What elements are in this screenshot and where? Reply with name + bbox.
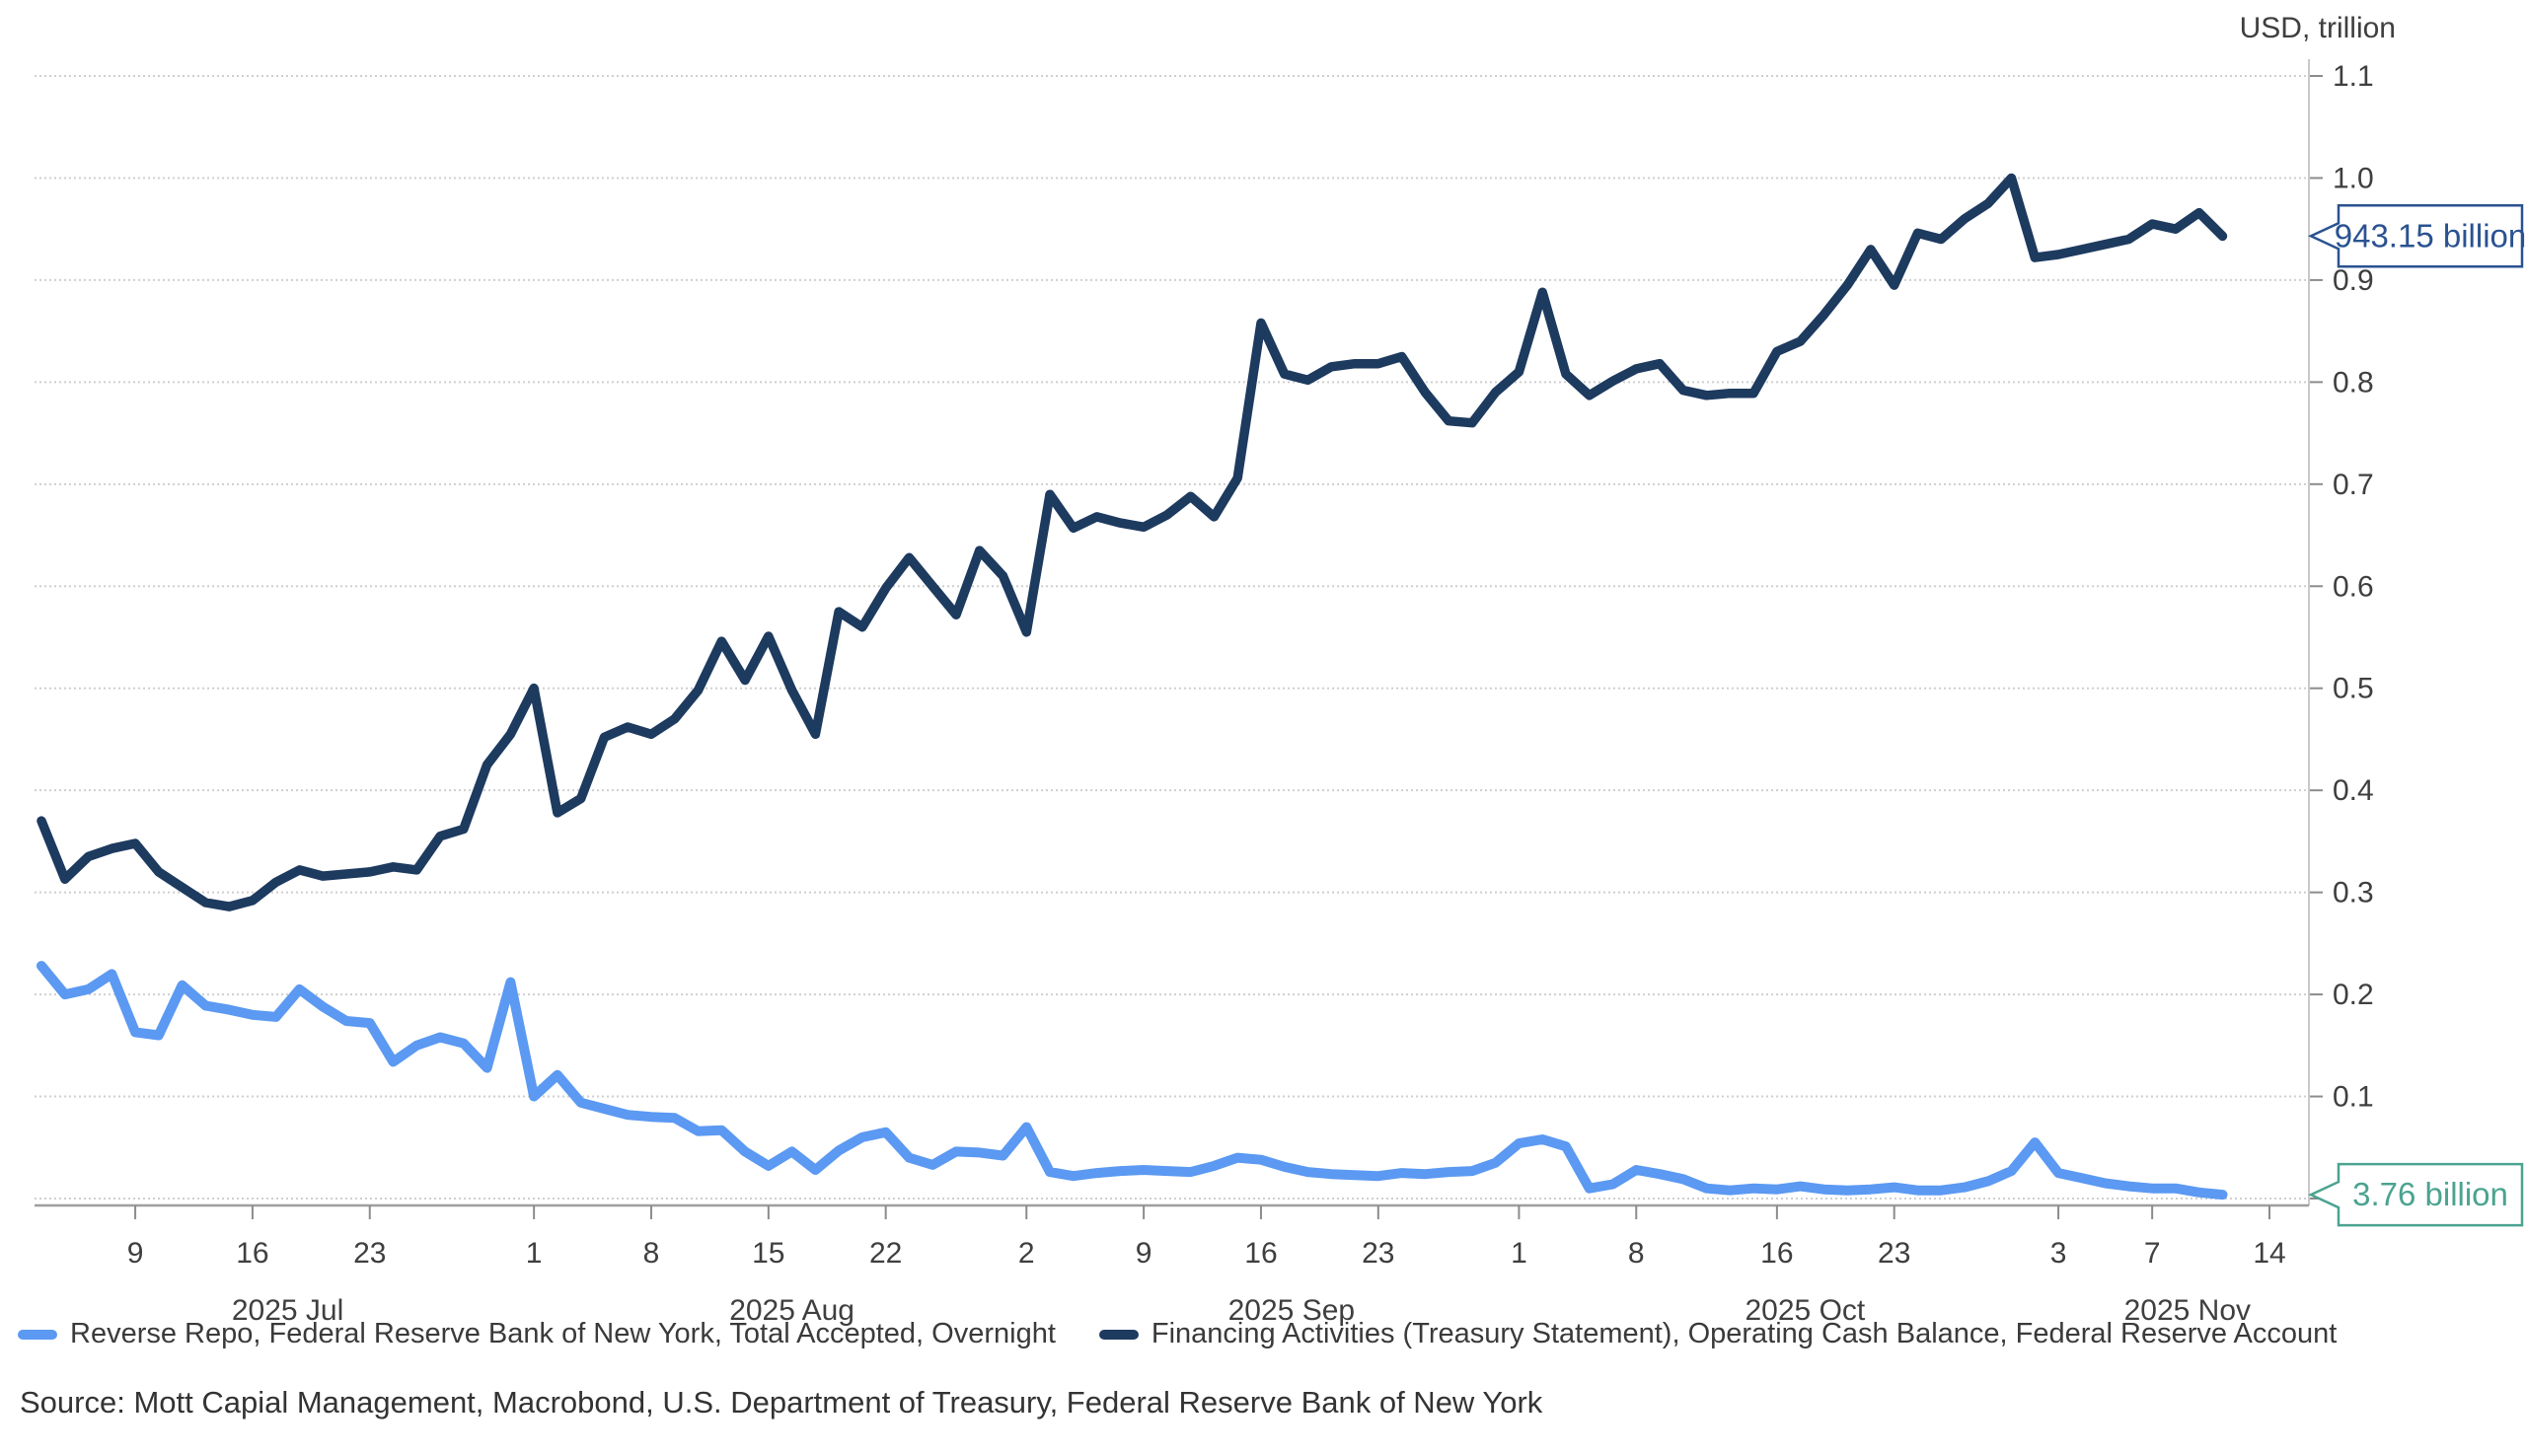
series-line-reverse-repo <box>37 961 2228 1201</box>
legend-swatch-cash-balance <box>1098 1329 1139 1340</box>
x-axis-tick-label: 2 <box>1018 1237 1035 1270</box>
legend-label-cash-balance: Financing Activities (Treasury Statement… <box>1151 1318 2338 1349</box>
x-axis-tick-label: 15 <box>752 1237 784 1270</box>
x-axis-tick-label: 8 <box>1628 1237 1645 1270</box>
chart-legend: Reverse Repo, Federal Reserve Bank of Ne… <box>18 1318 2337 1350</box>
x-axis-tick-label: 7 <box>2144 1237 2161 1270</box>
y-axis-tick-label: 0.2 <box>2333 979 2374 1011</box>
legend-item-cash-balance[interactable]: Financing Activities (Treasury Statement… <box>1098 1318 2338 1350</box>
legend-swatch-reverse-repo <box>18 1329 57 1340</box>
callout-box-cash-balance <box>2308 204 2524 268</box>
y-axis-tick-label: 0.5 <box>2333 673 2374 705</box>
y-axis-tick-label: 0.6 <box>2333 570 2374 603</box>
y-axis-tick-label: 0.1 <box>2333 1081 2374 1114</box>
y-axis-tick-label: 0.3 <box>2333 877 2374 910</box>
callout-box-reverse-repo <box>2308 1162 2524 1227</box>
x-axis-month-label: 2025 Oct <box>1746 1294 1866 1327</box>
y-axis-tick-label: 1.1 <box>2333 60 2374 93</box>
x-axis-tick-label: 3 <box>2050 1237 2067 1270</box>
y-axis-tick-label: 0.9 <box>2333 264 2374 297</box>
x-axis-month-label: 2025 Jul <box>232 1294 343 1327</box>
y-axis-tick-label: 0.8 <box>2333 366 2374 399</box>
x-axis-tick-label: 1 <box>1511 1237 1527 1270</box>
y-axis-tick-label: 0.7 <box>2333 469 2374 501</box>
x-axis-tick-label: 23 <box>1878 1237 1910 1270</box>
x-axis-month-label: 2025 Nov <box>2124 1294 2251 1327</box>
y-axis-tick-label: 1.0 <box>2333 162 2374 194</box>
callout-value-reverse-repo: 3.76 billion <box>2352 1176 2508 1212</box>
legend-item-reverse-repo[interactable]: Reverse Repo, Federal Reserve Bank of Ne… <box>18 1318 1056 1350</box>
callout-value-cash-balance: 943.15 billion <box>2335 217 2526 254</box>
x-axis-tick-label: 14 <box>2253 1237 2285 1270</box>
legend-label-reverse-repo: Reverse Repo, Federal Reserve Bank of Ne… <box>70 1318 1056 1349</box>
x-axis-tick-label: 16 <box>1760 1237 1793 1270</box>
x-axis-tick-label: 16 <box>1244 1237 1277 1270</box>
x-axis-tick-label: 9 <box>1136 1237 1152 1270</box>
x-axis-tick-label: 16 <box>236 1237 268 1270</box>
x-axis-tick-label: 23 <box>1362 1237 1394 1270</box>
x-axis-tick-label: 8 <box>643 1237 660 1270</box>
y-axis-unit-label: USD, trillion <box>2239 12 2396 44</box>
source-attribution: Source: Mott Capial Management, Macrobon… <box>20 1385 1543 1420</box>
x-axis-tick-label: 22 <box>869 1237 902 1270</box>
x-axis-tick-label: 1 <box>526 1237 543 1270</box>
x-axis-tick-label: 23 <box>353 1237 386 1270</box>
x-axis-month-label: 2025 Aug <box>729 1294 854 1327</box>
x-axis-month-label: 2025 Sep <box>1228 1294 1355 1327</box>
series-line-cash-balance <box>37 173 2228 911</box>
x-axis-tick-label: 9 <box>127 1237 144 1270</box>
y-axis-tick-label: 0.4 <box>2333 774 2374 807</box>
